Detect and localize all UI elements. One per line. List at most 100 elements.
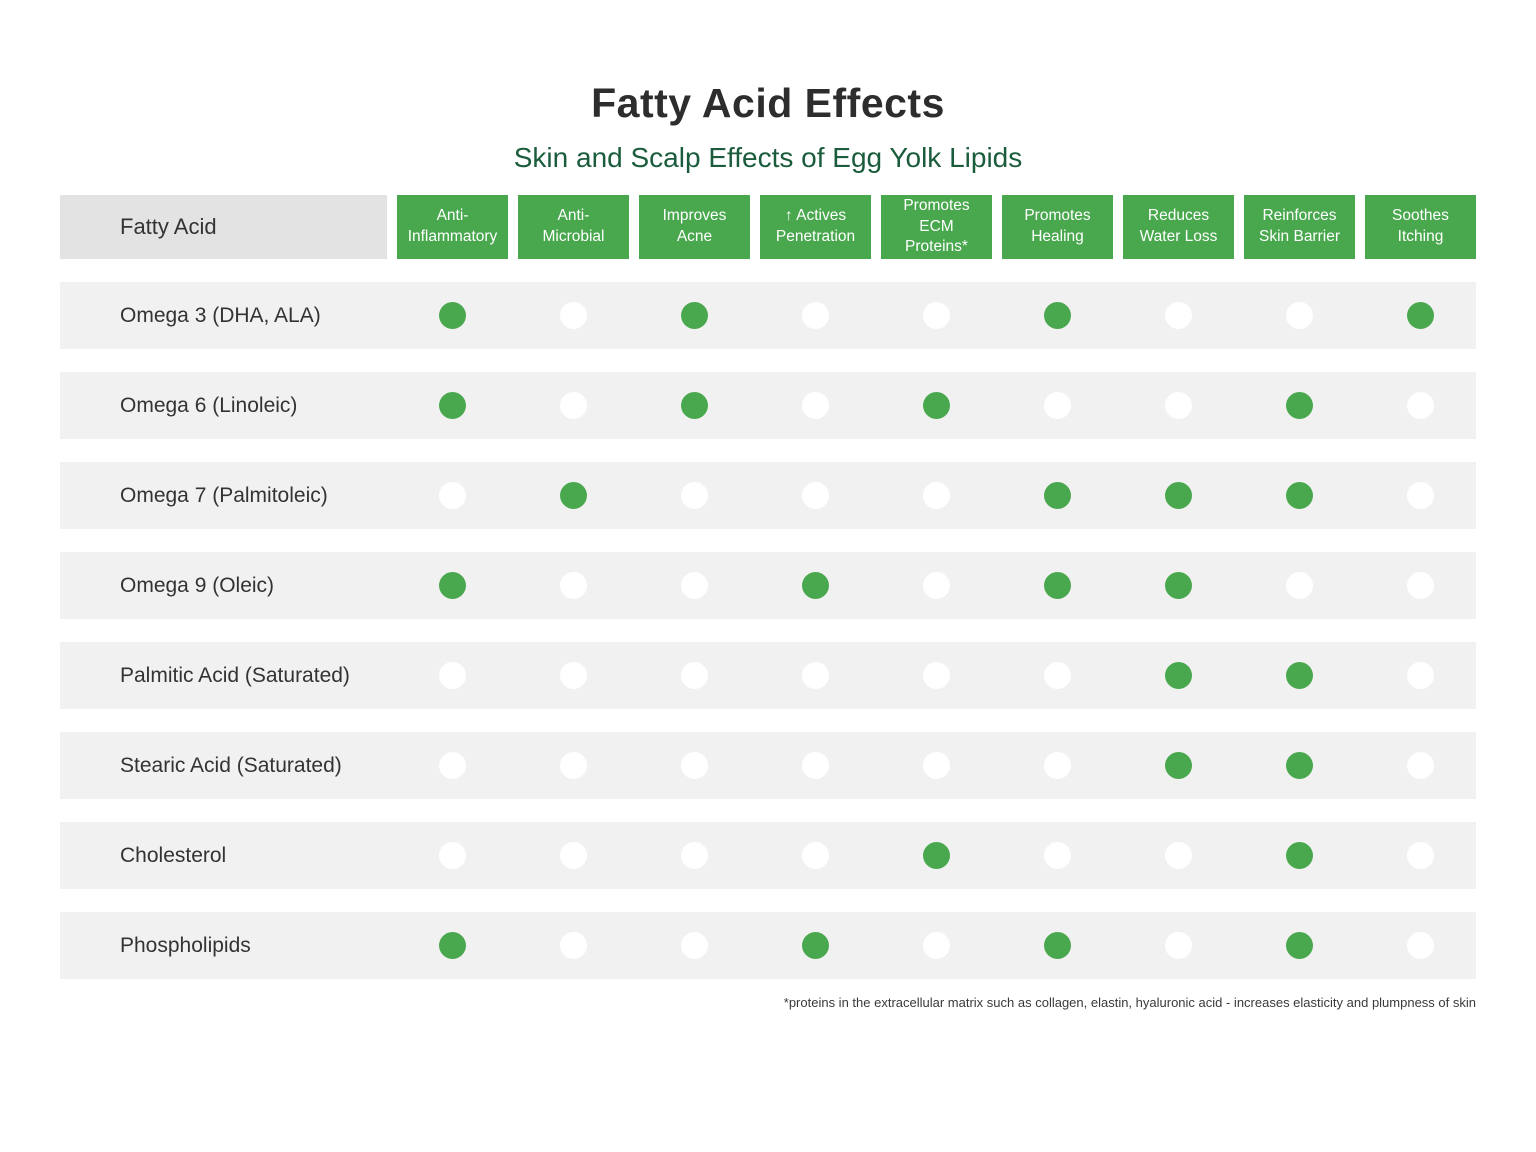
- dot-cell: [518, 462, 629, 529]
- row-label: Stearic Acid (Saturated): [120, 753, 342, 777]
- dot-cell: [1002, 822, 1113, 889]
- dot-cell: [1365, 732, 1476, 799]
- dot-cell: [639, 912, 750, 979]
- effect-dot-empty: [681, 842, 708, 869]
- dot-cell: [639, 642, 750, 709]
- effect-dot-empty: [1286, 572, 1313, 599]
- page-subtitle: Skin and Scalp Effects of Egg Yolk Lipid…: [513, 142, 1023, 173]
- effect-dot-empty: [439, 752, 466, 779]
- dot-cell: [397, 282, 508, 349]
- dot-cell: [518, 822, 629, 889]
- dot-cell: [881, 552, 992, 619]
- fatty-acid-header-cell: Fatty Acid: [60, 195, 387, 259]
- dot-cell: [1244, 822, 1355, 889]
- effect-dot-filled: [681, 302, 708, 329]
- dot-cell: [1002, 912, 1113, 979]
- effect-dot-empty: [560, 392, 587, 419]
- effect-dot-empty: [802, 302, 829, 329]
- row-label: Phospholipids: [120, 933, 251, 957]
- ecm-footnote: *proteins in the extracellular matrix su…: [783, 995, 1476, 1010]
- dot-cell: [760, 462, 871, 529]
- dot-cell: [760, 552, 871, 619]
- effect-dot-filled: [1286, 482, 1313, 509]
- effect-dot-filled: [1165, 482, 1192, 509]
- dot-cell: [1002, 462, 1113, 529]
- dot-cell: [1123, 282, 1234, 349]
- effect-dot-empty: [560, 662, 587, 689]
- effect-dot-empty: [1165, 392, 1192, 419]
- row-label: Palmitic Acid (Saturated): [120, 663, 350, 687]
- dot-cell: [1123, 732, 1234, 799]
- effect-dot-empty: [1407, 482, 1434, 509]
- dot-cell: [397, 822, 508, 889]
- dot-cell: [1365, 552, 1476, 619]
- dot-cell: [881, 822, 992, 889]
- dot-cell: [639, 282, 750, 349]
- effect-dot-empty: [802, 662, 829, 689]
- effect-dot-filled: [802, 572, 829, 599]
- effect-dot-filled: [1044, 932, 1071, 959]
- dot-cell: [760, 822, 871, 889]
- dot-cell: [518, 732, 629, 799]
- dot-cell: [1365, 372, 1476, 439]
- table-header-row: Fatty Acid Anti- Inflammatory Anti- Micro…: [60, 195, 1476, 259]
- effect-dot-filled: [681, 392, 708, 419]
- table-row: Stearic Acid (Saturated): [60, 732, 1476, 799]
- column-header-7: Reduces Water Loss: [1123, 195, 1234, 259]
- effect-dot-filled: [1286, 842, 1313, 869]
- effect-dot-empty: [923, 572, 950, 599]
- effect-dot-empty: [1407, 932, 1434, 959]
- effect-dot-filled: [1044, 572, 1071, 599]
- dot-cell: [518, 552, 629, 619]
- effect-dot-empty: [681, 662, 708, 689]
- dot-cell: [1244, 912, 1355, 979]
- effect-dot-empty: [1165, 302, 1192, 329]
- dot-cell: [639, 822, 750, 889]
- table-row: Omega 9 (Oleic): [60, 552, 1476, 619]
- dot-cell: [639, 372, 750, 439]
- row-label: Omega 7 (Palmitoleic): [120, 483, 328, 507]
- dot-cell: [881, 642, 992, 709]
- effect-dot-filled: [439, 302, 466, 329]
- dot-cell: [1365, 912, 1476, 979]
- column-header-2: Anti- Microbial: [518, 195, 629, 259]
- dot-cell: [1244, 462, 1355, 529]
- dot-cell: [1123, 642, 1234, 709]
- column-header-1: Anti- Inflammatory: [397, 195, 508, 259]
- effect-dot-empty: [1044, 392, 1071, 419]
- effect-dot-empty: [923, 662, 950, 689]
- dot-cell: [1365, 642, 1476, 709]
- dot-cell: [1123, 912, 1234, 979]
- dot-cell: [1244, 372, 1355, 439]
- dot-cell: [1123, 552, 1234, 619]
- dot-cell: [1244, 282, 1355, 349]
- table-row: Phospholipids: [60, 912, 1476, 979]
- effect-dot-empty: [560, 302, 587, 329]
- effect-dot-filled: [802, 932, 829, 959]
- effect-dot-empty: [1044, 842, 1071, 869]
- effect-dot-empty: [439, 482, 466, 509]
- effect-dot-empty: [802, 752, 829, 779]
- effect-dot-filled: [1407, 302, 1434, 329]
- dot-cell: [1002, 552, 1113, 619]
- effect-dot-empty: [1407, 392, 1434, 419]
- effect-dot-empty: [1407, 842, 1434, 869]
- effect-dot-empty: [802, 482, 829, 509]
- dot-cell: [760, 282, 871, 349]
- effect-dot-filled: [923, 392, 950, 419]
- dot-cell: [397, 912, 508, 979]
- effect-dot-empty: [439, 662, 466, 689]
- effect-dot-filled: [923, 842, 950, 869]
- effect-dot-filled: [1286, 662, 1313, 689]
- dot-cell: [518, 282, 629, 349]
- effect-dot-empty: [681, 482, 708, 509]
- dot-cell: [639, 552, 750, 619]
- effect-dot-filled: [439, 932, 466, 959]
- effect-dot-filled: [560, 482, 587, 509]
- effect-dot-empty: [1407, 752, 1434, 779]
- effect-dot-empty: [1407, 572, 1434, 599]
- column-header-8: Reinforces Skin Barrier: [1244, 195, 1355, 259]
- dot-cell: [760, 732, 871, 799]
- effect-dot-empty: [1286, 302, 1313, 329]
- effect-dot-empty: [923, 752, 950, 779]
